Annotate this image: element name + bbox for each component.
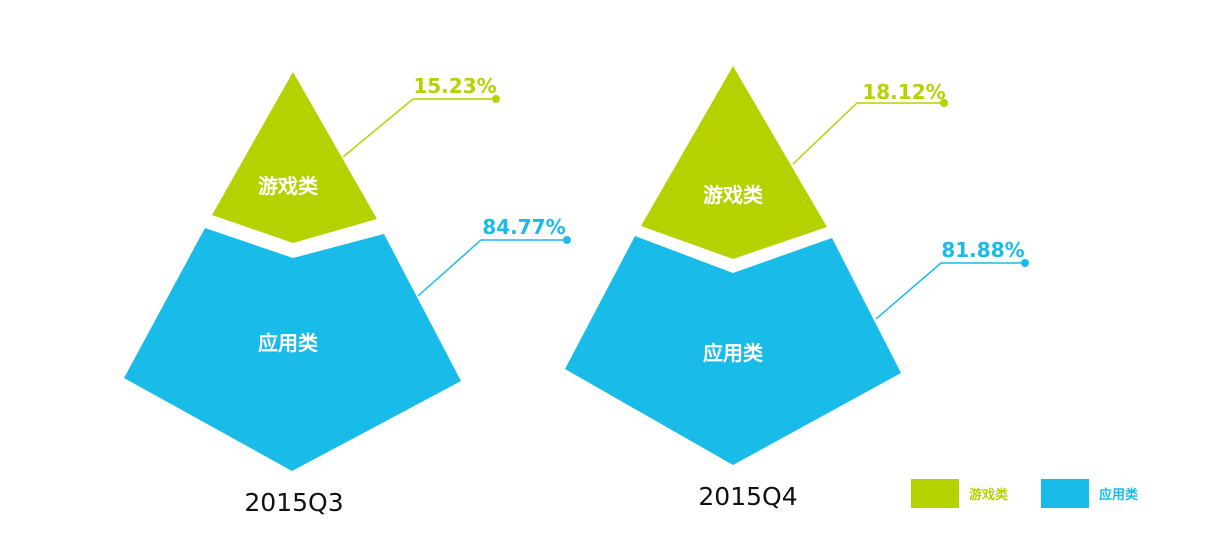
segment-game-2015Q4 [641,66,827,259]
leader-line-game-2015Q3 [342,98,496,158]
legend-item-game: 游戏类 [911,479,1009,508]
period-label-2015Q4: 2015Q4 [698,482,797,511]
period-label-2015Q3: 2015Q3 [244,488,343,517]
leader-line-game-2015Q4 [792,102,944,165]
leader-dot-game-2015Q3 [492,95,500,103]
segment-app-2015Q3 [124,228,461,471]
segment-game-2015Q3 [212,72,377,243]
legend-swatch-game [911,479,959,508]
legend-label-game: 游戏类 [969,487,1009,503]
leader-dot-app-2015Q4 [1021,259,1029,267]
legend: 游戏类 应用类 [911,479,1139,508]
segment-label-game-2015Q3: 游戏类 [258,174,318,198]
value-label-game-2015Q3: 15.23% [413,74,496,98]
segment-label-game-2015Q4: 游戏类 [703,183,763,207]
segment-app-2015Q4 [565,236,901,465]
value-label-app-2015Q4: 81.88% [941,238,1024,262]
value-label-app-2015Q3: 84.77% [482,215,565,239]
leader-line-app-2015Q3 [417,239,567,297]
leader-dot-game-2015Q4 [940,99,948,107]
leader-line-app-2015Q4 [875,262,1025,320]
value-label-game-2015Q4: 18.12% [862,80,945,104]
pyramid-2015Q4: 游戏类 应用类 18.12% 81.88% 2015Q4 [565,66,1029,511]
legend-item-app: 应用类 [1041,479,1139,508]
leader-dot-app-2015Q3 [563,236,571,244]
segment-label-app-2015Q4: 应用类 [703,341,763,365]
legend-label-app: 应用类 [1099,487,1139,503]
segment-label-app-2015Q3: 应用类 [258,331,318,355]
legend-swatch-app [1041,479,1089,508]
pyramid-2015Q3: 游戏类 应用类 15.23% 84.77% 2015Q3 [124,72,571,517]
